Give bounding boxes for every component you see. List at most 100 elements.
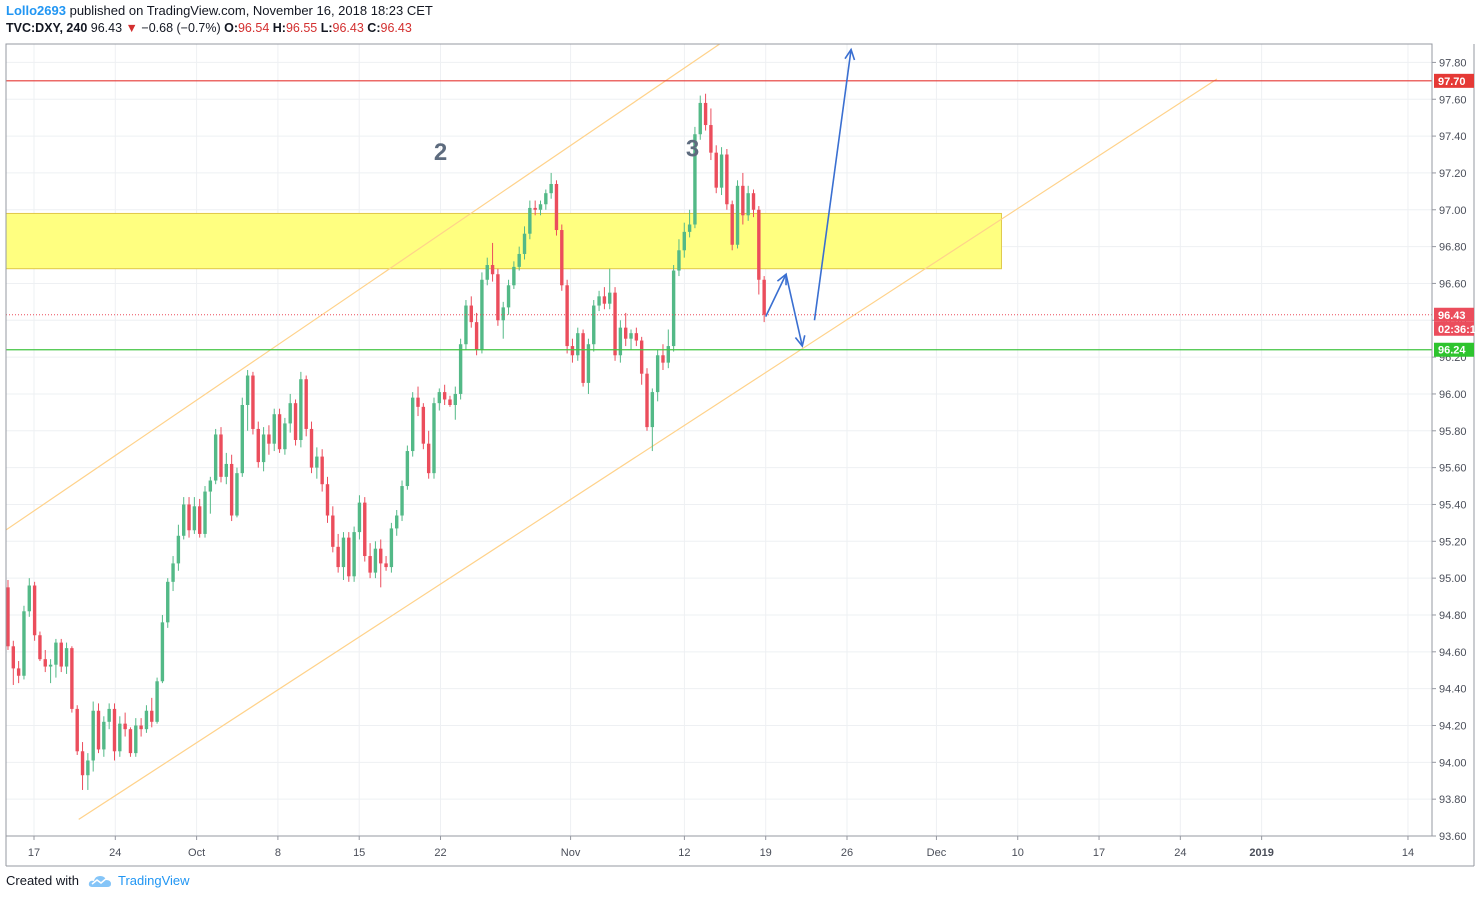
candle-body bbox=[634, 333, 639, 341]
candle-body bbox=[592, 305, 596, 345]
candle bbox=[671, 265, 676, 352]
candle bbox=[70, 646, 74, 713]
candle-body bbox=[245, 375, 250, 406]
candle bbox=[661, 344, 665, 371]
candle bbox=[544, 189, 548, 210]
candle bbox=[283, 417, 287, 455]
candle-body bbox=[565, 285, 569, 347]
candle-body bbox=[645, 373, 649, 428]
candle bbox=[91, 701, 95, 772]
candle bbox=[416, 386, 420, 417]
candle bbox=[677, 239, 681, 277]
time-tick-label: 14 bbox=[1402, 847, 1414, 859]
candle bbox=[192, 497, 197, 534]
candle-body bbox=[693, 134, 697, 225]
candle bbox=[368, 543, 372, 579]
support-price-label-bg bbox=[1434, 342, 1474, 357]
candle-body bbox=[453, 393, 457, 406]
candle-timer-label-bg bbox=[1434, 321, 1474, 336]
candle-body bbox=[703, 102, 708, 126]
candle-body bbox=[309, 428, 314, 468]
symbol-name[interactable]: TVC:DXY, 240 bbox=[6, 21, 88, 35]
candle-body bbox=[155, 681, 159, 722]
candle-body bbox=[272, 414, 276, 444]
candle-body bbox=[197, 506, 202, 534]
candle bbox=[389, 522, 394, 573]
candle bbox=[277, 408, 282, 453]
candle bbox=[261, 427, 266, 472]
candle-body bbox=[123, 723, 127, 730]
candle bbox=[102, 716, 106, 757]
candle bbox=[203, 486, 207, 538]
price-axis: 97.8097.6097.4097.2097.0096.8096.6096.40… bbox=[1432, 57, 1476, 843]
candle-body bbox=[618, 327, 623, 356]
support-price-label: 96.24 bbox=[1438, 345, 1466, 357]
candle bbox=[38, 631, 42, 662]
candle-body bbox=[751, 193, 756, 210]
candle-body bbox=[368, 556, 372, 573]
candle bbox=[597, 290, 601, 312]
candle bbox=[687, 209, 692, 238]
candle-body bbox=[501, 307, 505, 321]
candle-body bbox=[182, 504, 186, 536]
candle-body bbox=[448, 399, 452, 406]
candle bbox=[533, 200, 537, 216]
price-tick-label: 94.00 bbox=[1439, 757, 1467, 769]
candle bbox=[485, 257, 489, 286]
candle-body bbox=[6, 587, 10, 647]
candle bbox=[432, 397, 436, 479]
price-tick-label: 94.60 bbox=[1439, 647, 1467, 659]
candle-body bbox=[86, 760, 90, 776]
candle bbox=[613, 287, 617, 361]
candle bbox=[128, 727, 133, 757]
time-tick-label: Oct bbox=[188, 847, 205, 859]
candle-body bbox=[416, 397, 420, 407]
candle bbox=[698, 95, 702, 140]
candle-body bbox=[661, 355, 665, 363]
price-tick-label: 93.60 bbox=[1439, 831, 1467, 843]
candle-body bbox=[608, 292, 612, 304]
author-link[interactable]: Lollo2693 bbox=[6, 3, 66, 18]
candle-body bbox=[304, 379, 308, 429]
candle bbox=[187, 497, 191, 538]
forecast-target-arrowhead bbox=[844, 47, 856, 61]
candle-body bbox=[405, 451, 410, 487]
candle-body bbox=[469, 305, 473, 323]
candle-body bbox=[480, 279, 484, 350]
candle-body bbox=[134, 725, 138, 754]
last-price-label: 96.43 bbox=[1438, 310, 1466, 322]
wave-label: 3 bbox=[686, 135, 699, 162]
tradingview-link[interactable]: TradingView bbox=[117, 873, 190, 888]
candle bbox=[235, 467, 239, 518]
candle-body bbox=[485, 265, 489, 280]
candle-body bbox=[400, 486, 404, 516]
price-tick-label: 96.80 bbox=[1439, 242, 1467, 254]
price-change: −0.68 (−0.7%) bbox=[141, 21, 221, 35]
candle-body bbox=[187, 504, 191, 531]
channel-lower-line bbox=[78, 78, 1218, 820]
candle-body bbox=[586, 344, 591, 383]
price-chart[interactable]: 2 397.8097.6097.4097.2097.0096.8096.6096.… bbox=[0, 0, 1480, 868]
candle bbox=[725, 148, 729, 210]
candle-body bbox=[192, 506, 197, 531]
candle bbox=[251, 371, 255, 435]
candle bbox=[347, 532, 351, 582]
candle-body bbox=[283, 423, 287, 450]
candle bbox=[182, 497, 186, 540]
candle bbox=[384, 556, 388, 571]
price-tick-label: 95.40 bbox=[1439, 499, 1467, 511]
candle-body bbox=[677, 250, 681, 271]
candle bbox=[448, 395, 452, 407]
candle bbox=[272, 408, 276, 452]
price-tick-label: 95.20 bbox=[1439, 536, 1467, 548]
resistance-zone bbox=[6, 212, 1002, 270]
candle-body bbox=[208, 480, 213, 492]
candle bbox=[86, 753, 90, 790]
candle-body bbox=[576, 333, 580, 356]
candle-body bbox=[549, 183, 553, 194]
candle-body bbox=[655, 355, 660, 393]
candle-body bbox=[315, 456, 319, 468]
candle-body bbox=[288, 403, 292, 424]
candle bbox=[453, 386, 457, 420]
candle bbox=[166, 578, 170, 628]
